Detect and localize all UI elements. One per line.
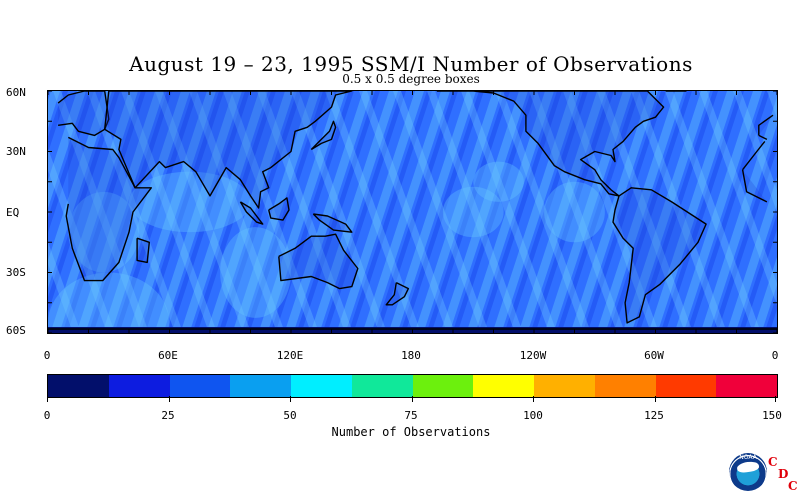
lon-label-120w: 120W <box>519 349 547 362</box>
northamerica-land <box>436 91 664 196</box>
madagascar-land <box>137 238 150 263</box>
australia-land <box>278 234 358 289</box>
newguinea-land <box>313 214 352 233</box>
colorbar-tick-5 <box>654 396 656 402</box>
cdc-logo-letter-2: D <box>778 467 789 481</box>
lat-label-30n: 30N <box>6 145 26 158</box>
colorbar-label-75: 75 <box>404 409 418 422</box>
noaa-logo-text: NOAA <box>739 454 757 461</box>
high-count-patch <box>442 186 504 238</box>
map-canvas <box>48 91 777 333</box>
chart-title: August 19 – 23, 1995 SSM/I Number of Obs… <box>129 52 693 76</box>
newzealand-land <box>386 282 409 305</box>
lon-label-60w: 60W <box>644 349 664 362</box>
colorbar-swatch-11 <box>716 375 777 397</box>
sumatra-land <box>240 201 263 225</box>
colorbar-tick-2 <box>290 396 291 402</box>
madagascar-coastline <box>136 237 150 264</box>
noaa-bird-icon <box>736 460 760 474</box>
colorbar-ticks <box>47 396 776 402</box>
colorbar-tick-0 <box>47 396 48 402</box>
observation-swaths <box>48 91 777 333</box>
observation-map <box>47 90 778 334</box>
colorbar-swatch-5 <box>351 375 413 397</box>
lat-label-eq: EQ <box>6 206 20 219</box>
southamerica-land <box>613 187 707 323</box>
colorbar-swatch-0 <box>48 375 109 397</box>
southamerica-coastline <box>612 187 707 324</box>
high-count-patch <box>68 191 140 273</box>
colorbar-swatch-1 <box>108 375 170 397</box>
colorbar-label-150: 150 <box>762 409 782 422</box>
colorbar-tick-1 <box>168 396 170 402</box>
colorbar-tick-6 <box>775 396 776 402</box>
high-count-patch <box>220 227 291 318</box>
colorbar-swatch-8 <box>534 375 595 397</box>
colorbar-swatch-3 <box>230 375 291 397</box>
lon-label-180: 180 <box>401 349 421 362</box>
colorbar-swatch-9 <box>594 375 656 397</box>
borneo-coastline <box>268 197 290 221</box>
colorbar-tick-4 <box>533 396 534 402</box>
colorbar-swatch-4 <box>291 375 352 397</box>
asia-coastline <box>104 91 353 209</box>
lon-label-0-right: 0 <box>771 349 779 362</box>
lat-label-60s: 60S <box>6 324 26 337</box>
colorbar <box>47 374 778 398</box>
cdc-logo-letter-3: C <box>788 479 798 493</box>
colorbar-swatch-6 <box>412 375 474 397</box>
japan-coastline <box>310 120 337 151</box>
africa-coastline <box>65 136 768 282</box>
borneo-land <box>268 197 289 221</box>
colorbar-label-0: 0 <box>43 409 51 422</box>
high-count-patch <box>544 181 605 243</box>
australia-coastline <box>278 233 359 290</box>
colorbar-swatch-10 <box>655 375 717 397</box>
colorbar-swatch-7 <box>473 375 534 397</box>
sumatra-coastline <box>239 201 264 225</box>
asia-land <box>104 91 352 208</box>
colorbar-label-50: 50 <box>283 409 297 422</box>
lon-label-0-left: 0 <box>43 349 51 362</box>
colorbar-label-125: 125 <box>644 409 664 422</box>
colorbar-title: Number of Observations <box>331 425 491 439</box>
lat-label-60n: 60N <box>6 86 26 99</box>
high-count-patch <box>48 272 170 333</box>
colorbar-label-100: 100 <box>523 409 543 422</box>
colorbar-swatch-2 <box>169 375 231 397</box>
northamerica-coastline <box>436 91 665 197</box>
japan-land <box>311 121 336 150</box>
colorbar-label-25: 25 <box>161 409 175 422</box>
high-count-patch <box>129 171 251 233</box>
high-count-patch <box>473 161 524 202</box>
lat-label-30s: 30S <box>6 266 26 279</box>
noaa-logo: NOAA <box>729 453 767 491</box>
colorbar-tick-3 <box>411 396 413 402</box>
chart-subtitle: 0.5 x 0.5 degree boxes <box>342 72 480 86</box>
lon-label-60e: 60E <box>158 349 178 362</box>
newzealand-coastline <box>385 281 410 306</box>
europe-coastline <box>57 91 774 141</box>
cdc-logo-letter-1: C <box>768 455 778 469</box>
lon-label-120e: 120E <box>276 349 304 362</box>
newguinea-coastline <box>312 213 353 233</box>
